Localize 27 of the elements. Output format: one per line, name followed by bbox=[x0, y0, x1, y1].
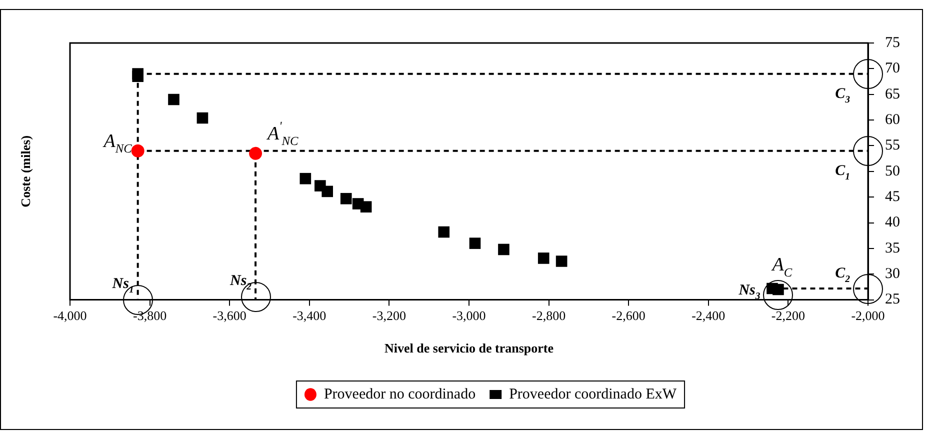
y-tick-label: 45 bbox=[885, 189, 900, 206]
annotation: A'NC bbox=[266, 118, 300, 148]
x-tick-label: -2,200 bbox=[771, 308, 805, 324]
y-tick-label: 25 bbox=[885, 292, 900, 308]
x-tick-label: -2,000 bbox=[851, 308, 885, 324]
y-axis-title: Coste (miles) bbox=[18, 135, 33, 208]
y-tick-label: 55 bbox=[885, 138, 900, 154]
x-tick-label: -3,800 bbox=[133, 308, 167, 324]
x-axis-title: Nivel de servicio de transporte bbox=[384, 340, 554, 356]
x-tick-label: -2,600 bbox=[612, 308, 646, 324]
x-tick-label: -2,400 bbox=[692, 308, 726, 324]
y-tick-label: 70 bbox=[885, 60, 900, 77]
y-tick-label: 30 bbox=[885, 266, 900, 282]
y-tick-label: 50 bbox=[885, 163, 900, 180]
x-tick-label: -3,600 bbox=[212, 308, 246, 324]
x-tick-label: -3,400 bbox=[292, 308, 326, 324]
x-tick-label: -4,000 bbox=[53, 308, 87, 324]
legend-label: Proveedor coordinado ExW bbox=[509, 386, 678, 402]
y-tick-label: 60 bbox=[885, 112, 900, 128]
x-tick-label: -3,200 bbox=[372, 308, 406, 324]
x-tick-label: -3,000 bbox=[452, 308, 486, 324]
y-tick-label: 65 bbox=[885, 86, 900, 102]
x-tick-label: -2,800 bbox=[532, 308, 566, 324]
y-tick-label: 40 bbox=[885, 214, 900, 231]
y-tick-label: 35 bbox=[885, 240, 900, 256]
legend-label: Proveedor no coordinado bbox=[324, 386, 476, 402]
y-tick-label: 75 bbox=[885, 34, 900, 51]
